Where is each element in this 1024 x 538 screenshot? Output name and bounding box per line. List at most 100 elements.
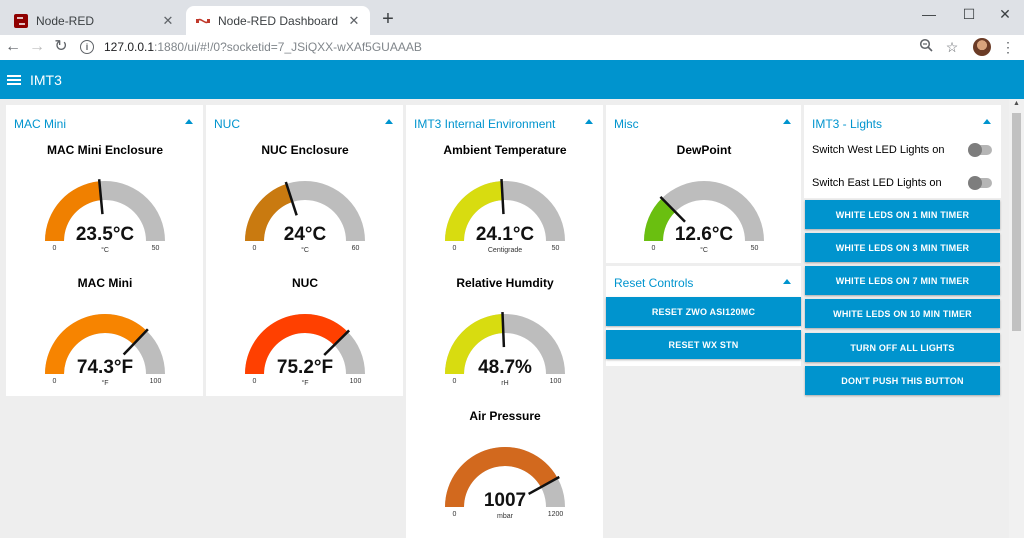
close-tab-icon[interactable]: ✕	[348, 12, 360, 28]
group-title: Misc	[614, 117, 639, 131]
collapse-caret-icon[interactable]	[783, 119, 791, 124]
gauge-fill	[644, 198, 676, 241]
url-path: :1880/ui/#!/0?socketid=7_JSiQXX-wXAf5GUA…	[154, 40, 422, 54]
gauge-value: 23.5°C	[76, 224, 135, 245]
gauge-max-label: 100	[550, 378, 562, 385]
profile-avatar[interactable]	[973, 38, 991, 56]
gauge-relative-humidity: 48.7% rH 0 100	[445, 312, 565, 387]
gauge-max-label: 60	[352, 245, 360, 252]
zoom-icon[interactable]	[916, 36, 936, 58]
white-leds-1-min-button[interactable]: WHITE LEDS ON 1 MIN TIMER	[805, 200, 1000, 229]
node-red-flow-favicon-icon	[196, 14, 210, 28]
dont-push-button[interactable]: DON'T PUSH THIS BUTTON	[805, 366, 1000, 395]
gauge-min-label: 0	[453, 245, 457, 252]
collapse-caret-icon[interactable]	[585, 119, 593, 124]
toggle-knob	[968, 176, 982, 190]
gauge-title: MAC Mini Enclosure	[46, 143, 163, 157]
gauge-mac-mini-enclosure: 23.5°C°C 0 50	[45, 179, 165, 254]
gauge-units: °C	[301, 246, 309, 254]
gauge-units: °C	[101, 246, 109, 254]
collapse-caret-icon[interactable]	[983, 119, 991, 124]
group-mac-mini: MAC Mini MAC Mini Enclosure 23.5°C °C 0 50 …	[6, 105, 203, 396]
gauge-min-label: 0	[453, 378, 457, 385]
browser-tab-dashboard[interactable]: Node-RED Dashboard ✕	[186, 6, 370, 35]
gauge-max-label: 100	[150, 378, 162, 385]
gauge-title: Relative Humdity	[456, 276, 554, 290]
forward-arrow-icon[interactable]: →	[29, 38, 45, 55]
scrollbar-thumb[interactable]	[1012, 113, 1021, 331]
gauge-title: NUC Enclosure	[261, 143, 349, 157]
gauge-title: MAC Mini	[77, 276, 133, 290]
east-led-toggle[interactable]	[968, 176, 992, 190]
group-misc: Misc DewPoint 12.6°C °C 0 50	[606, 105, 801, 263]
minimize-window-icon[interactable]: —	[922, 6, 936, 22]
gauge-units: mbar	[497, 513, 514, 520]
gauge-air-pressure: 1007 mbar 0 1200	[445, 447, 565, 520]
reset-zwo-button[interactable]: RESET ZWO ASI120MC	[606, 297, 801, 326]
tab-title: Node-RED	[36, 13, 95, 28]
node-red-favicon-icon	[14, 13, 28, 28]
dashboard-title: IMT3	[30, 71, 62, 88]
white-leds-3-min-button[interactable]: WHITE LEDS ON 3 MIN TIMER	[805, 233, 1000, 262]
gauge-needle	[323, 329, 350, 356]
group-title: IMT3 - Lights	[812, 117, 883, 131]
gauge-min-label: 0	[53, 378, 57, 385]
gauge-fill	[245, 314, 348, 374]
gauge-needle	[659, 196, 686, 223]
new-tab-button[interactable]: +	[382, 8, 394, 30]
gauge-needle	[528, 475, 560, 496]
group-lights: IMT3 - Lights Switch West LED Lights on …	[804, 105, 1001, 198]
menu-kebab-icon[interactable]: ⋮	[1001, 39, 1015, 55]
collapse-caret-icon[interactable]	[783, 279, 791, 284]
url-host: 127.0.0.1	[104, 40, 155, 54]
gauge-min-label: 0	[53, 245, 57, 252]
gauge-fill	[445, 181, 503, 241]
back-arrow-icon[interactable]: ←	[5, 38, 21, 55]
site-info-icon[interactable]: i	[80, 40, 94, 54]
gauge-min-label: 0	[253, 245, 257, 252]
tab-title: Node-RED Dashboard	[218, 13, 339, 28]
hamburger-menu-icon[interactable]	[7, 73, 21, 87]
gauge-title: Ambient Temperature	[443, 143, 567, 157]
address-bar[interactable]: i 127.0.0.1:1880/ui/#!/0?socketid=7_JSiQ…	[80, 36, 970, 58]
gauge-value: 75.2°F	[277, 357, 333, 378]
gauge-min-label: 0	[253, 378, 257, 385]
gauge-value: 74.3°F	[77, 357, 133, 378]
west-led-switch-row[interactable]: Switch West LED Lights on	[812, 140, 996, 160]
turn-off-all-lights-button[interactable]: TURN OFF ALL LIGHTS	[805, 333, 1000, 362]
gauge-units: °F	[301, 379, 308, 387]
gauge-title: NUC	[292, 276, 318, 290]
dashboard-header: IMT3	[0, 60, 1024, 99]
east-led-switch-row[interactable]: Switch East LED Lights on	[812, 173, 996, 193]
bookmark-star-icon[interactable]: ☆	[945, 39, 959, 55]
collapse-caret-icon[interactable]	[385, 119, 393, 124]
west-led-toggle[interactable]	[968, 143, 992, 157]
browser-toolbar: ← → ↻ i 127.0.0.1:1880/ui/#!/0?socketid=…	[0, 35, 1024, 60]
close-tab-icon[interactable]: ✕	[162, 12, 174, 28]
group-title: MAC Mini	[14, 117, 67, 131]
gauge-dewpoint: 12.6°C°C 0 50	[644, 181, 764, 254]
collapse-caret-icon[interactable]	[185, 119, 193, 124]
group-title: Reset Controls	[614, 276, 694, 290]
gauge-needle	[122, 328, 149, 356]
gauge-value: 24°C	[284, 224, 327, 245]
group-title: NUC	[214, 117, 240, 131]
gauge-needle	[284, 181, 298, 216]
white-leds-10-min-button[interactable]: WHITE LEDS ON 10 MIN TIMER	[805, 299, 1000, 328]
maximize-window-icon[interactable]: ☐	[962, 6, 976, 22]
browser-tab-strip: Node-RED ✕ Node-RED Dashboard ✕ + — ☐ ✕	[0, 0, 1024, 35]
reload-icon[interactable]: ↻	[54, 38, 68, 55]
gauge-ambient-temperature: 24.1°C Centigrade 0 50	[445, 179, 565, 254]
gauge-units: °C	[700, 246, 708, 254]
gauge-units: Centigrade	[488, 247, 522, 254]
gauge-max-label: 50	[152, 245, 160, 252]
reset-wx-stn-button[interactable]: RESET WX STN	[606, 330, 801, 359]
browser-tab-node-red[interactable]: Node-RED ✕	[4, 6, 184, 35]
gauge-fill	[45, 181, 102, 241]
close-window-icon[interactable]: ✕	[999, 6, 1011, 22]
gauge-needle	[97, 179, 104, 215]
toggle-knob	[968, 143, 982, 157]
scroll-up-icon[interactable]: ▲	[1013, 100, 1020, 107]
gauge-fill	[445, 314, 504, 374]
white-leds-7-min-button[interactable]: WHITE LEDS ON 7 MIN TIMER	[805, 266, 1000, 295]
